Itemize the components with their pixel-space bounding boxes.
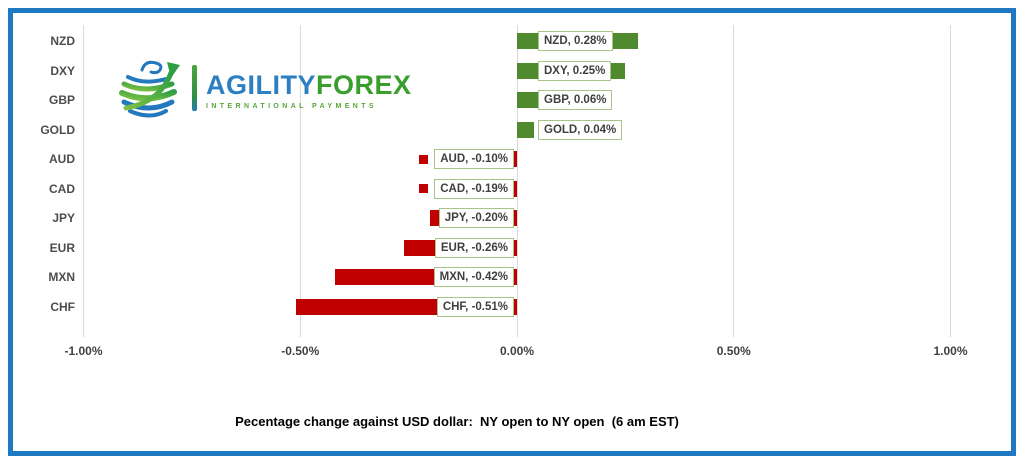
bar-data-label: NZD, 0.28% — [538, 31, 613, 51]
y-axis-category-label: CHF — [50, 299, 75, 314]
logo-divider — [192, 65, 197, 111]
gridline — [516, 25, 518, 337]
y-axis-category-label: JPY — [52, 211, 75, 225]
y-axis-category-label: EUR — [49, 240, 75, 255]
bar-data-label-wrap: JPY, -0.20% — [438, 208, 514, 228]
bar-data-label-wrap: GOLD, 0.04% — [538, 119, 623, 140]
bar-data-label-wrap: GBP, 0.06% — [538, 90, 613, 110]
bar-data-label: MXN, -0.42% — [433, 267, 514, 287]
bar-gbp — [517, 92, 543, 108]
y-axis-category-label: AUD — [49, 152, 75, 166]
logo-text: AGILITYFOREX INTERNATIONAL PAYMENTS — [206, 72, 412, 111]
bar-data-label: CHF, -0.51% — [436, 296, 514, 317]
bar-data-label: JPY, -0.20% — [438, 208, 514, 228]
bar-data-label: CAD, -0.19% — [434, 178, 514, 199]
logo-wordmark: AGILITYFOREX — [206, 72, 412, 99]
legend-key — [419, 184, 429, 193]
x-axis-tick-label: -1.00% — [64, 344, 103, 358]
y-axis-category-label: MXN — [48, 270, 75, 284]
bar-data-label-wrap: NZD, 0.28% — [538, 31, 613, 51]
bar-data-label: GOLD, 0.04% — [538, 119, 623, 140]
bar-data-label-wrap: DXY, 0.25% — [538, 60, 612, 81]
y-axis-category-label: CAD — [49, 181, 75, 196]
bar-data-label-wrap: AUD, -0.10% — [419, 149, 514, 169]
gridline — [83, 25, 84, 337]
logo-wordmark-forex: FOREX — [316, 70, 412, 100]
y-axis-category-label: GBP — [48, 93, 75, 107]
y-axis-category-label: GOLD — [40, 122, 75, 137]
y-axis-category-label: DXY — [50, 63, 75, 78]
x-axis-tick-label: -0.50% — [281, 344, 320, 358]
gridline — [299, 25, 301, 337]
x-axis-tick-label: 0.50% — [716, 344, 751, 358]
globe-arrow-icon — [119, 60, 180, 118]
brand-logo: AGILITYFOREX INTERNATIONAL PAYMENTS — [116, 56, 412, 126]
chart-frame — [8, 8, 1016, 456]
bar-data-label-wrap: CAD, -0.19% — [419, 178, 514, 199]
bar-gold — [517, 121, 535, 138]
legend-key — [419, 154, 429, 164]
bar-data-label: GBP, 0.06% — [538, 90, 613, 110]
bar-data-label-wrap: CHF, -0.51% — [436, 296, 514, 317]
logo-wordmark-agility: AGILITY — [206, 70, 316, 100]
logo-tagline: INTERNATIONAL PAYMENTS — [206, 103, 377, 110]
bar-data-label-wrap: MXN, -0.42% — [433, 267, 514, 287]
bar-data-label: EUR, -0.26% — [434, 237, 514, 258]
x-axis-tick-label: 1.00% — [933, 344, 968, 358]
gridline — [950, 25, 951, 337]
bar-data-label: AUD, -0.10% — [434, 149, 514, 169]
x-axis-tick-label: 0.00% — [499, 344, 535, 358]
y-axis-category-label: NZD — [50, 34, 75, 48]
bar-data-label: DXY, 0.25% — [538, 60, 612, 81]
bar-data-label-wrap: EUR, -0.26% — [434, 237, 514, 258]
chart-title: Pecentage change against USD dollar: NY … — [235, 414, 679, 429]
gridline — [733, 25, 735, 337]
